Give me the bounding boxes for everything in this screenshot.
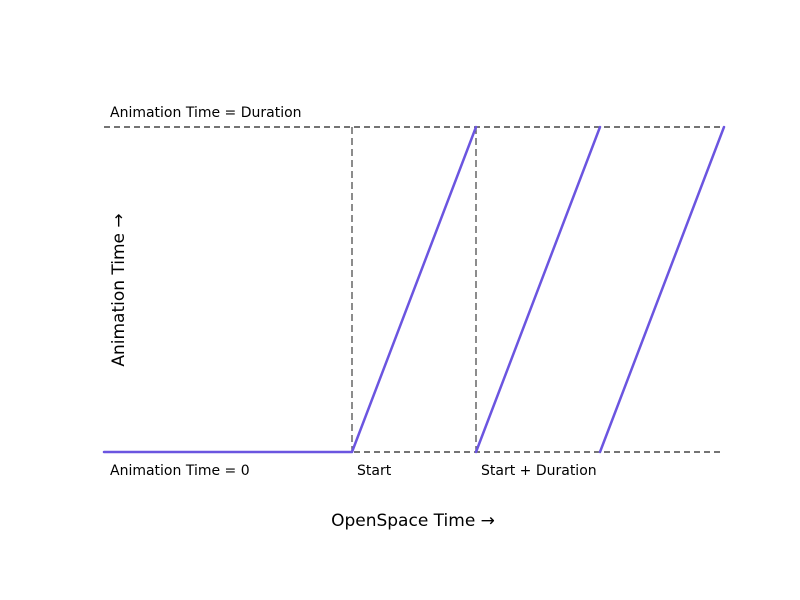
annotation-labels: Animation Time = Duration Animation Time … — [110, 105, 597, 479]
y-axis-label: Animation Time → — [109, 213, 129, 366]
label-animation-time-zero: Animation Time = 0 — [110, 463, 250, 479]
label-start-duration: Start + Duration — [481, 463, 597, 479]
animation-time-segment-3 — [598, 125, 726, 454]
series-layer — [102, 125, 726, 454]
x-axis-label: OpenSpace Time → — [331, 511, 495, 531]
animation-time-segment-1 — [102, 125, 478, 454]
animation-time-segment-2 — [474, 125, 602, 454]
label-animation-time-duration: Animation Time = Duration — [110, 105, 302, 121]
label-start: Start — [357, 463, 392, 479]
